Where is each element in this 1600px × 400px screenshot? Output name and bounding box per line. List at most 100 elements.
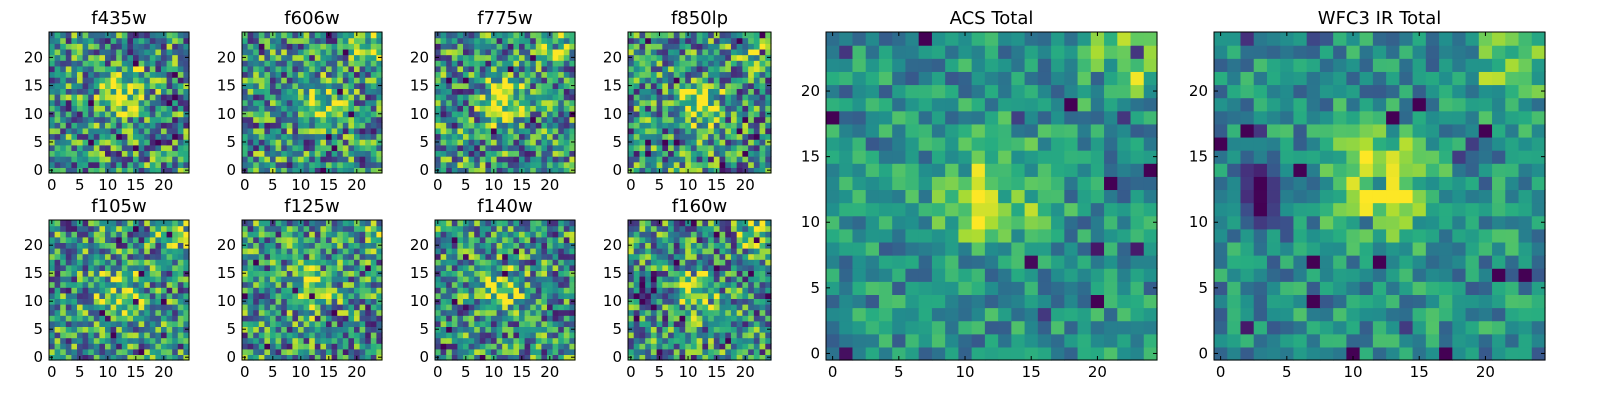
heatmap-cell xyxy=(71,37,78,44)
heatmap-cell xyxy=(1143,215,1158,230)
heatmap-cell xyxy=(753,88,761,95)
heatmap-cell xyxy=(275,236,282,243)
heatmap-cell xyxy=(1064,268,1079,282)
heatmap-cell xyxy=(878,136,893,151)
heatmap-cell xyxy=(650,71,658,78)
heatmap-cell xyxy=(1130,150,1145,164)
heatmap-cell xyxy=(359,264,366,271)
heatmap-cell xyxy=(177,139,184,146)
heatmap-cell xyxy=(892,241,907,256)
heatmap-cell xyxy=(685,156,692,163)
heatmap-cell xyxy=(127,348,134,355)
heatmap-cell xyxy=(491,105,498,112)
heatmap-cell xyxy=(314,37,321,44)
heatmap-cell xyxy=(77,99,84,106)
heatmap-cell xyxy=(264,320,271,327)
heatmap-cell xyxy=(753,37,761,44)
heatmap-cell xyxy=(354,253,361,260)
heatmap-cell xyxy=(892,176,907,191)
heatmap-cell xyxy=(446,32,453,39)
heatmap-cell xyxy=(753,156,761,163)
heatmap-cell xyxy=(65,281,72,288)
heatmap-cell xyxy=(673,37,681,44)
heatmap-cell xyxy=(116,167,123,174)
heatmap-cell xyxy=(547,281,554,288)
heatmap-cell xyxy=(270,133,277,140)
heatmap-cell xyxy=(82,54,89,61)
heatmap-cell xyxy=(264,225,271,232)
heatmap-cell xyxy=(54,292,61,299)
heatmap-cell xyxy=(440,337,447,344)
heatmap-cell xyxy=(370,354,377,361)
heatmap-cell xyxy=(172,127,179,135)
heatmap-cell xyxy=(370,320,377,327)
heatmap-cell xyxy=(1064,176,1079,191)
heatmap-cell xyxy=(77,225,84,232)
heatmap-cell xyxy=(348,144,355,152)
heatmap-cell xyxy=(281,150,288,157)
heatmap-cell xyxy=(88,332,95,339)
heatmap-cell xyxy=(736,150,743,157)
heatmap-cell xyxy=(563,326,570,333)
heatmap-cell xyxy=(852,71,867,86)
heatmap-cell xyxy=(759,82,766,89)
heatmap-cell xyxy=(725,71,732,78)
heatmap-cell xyxy=(931,84,946,99)
heatmap-cell xyxy=(513,110,520,118)
heatmap-cell xyxy=(702,37,709,44)
heatmap-cell xyxy=(105,48,112,56)
heatmap-cell xyxy=(690,105,698,112)
heatmap-cell xyxy=(127,156,134,163)
heatmap-cell xyxy=(541,292,548,299)
heatmap-cell xyxy=(370,248,377,255)
heatmap-cell xyxy=(77,320,84,327)
heatmap-cell xyxy=(679,139,686,146)
heatmap-cell xyxy=(60,43,67,50)
heatmap-cell xyxy=(354,116,361,123)
heatmap-cell xyxy=(656,65,663,73)
heatmap-cell xyxy=(479,309,486,316)
heatmap-cell xyxy=(138,326,145,333)
heatmap-cell xyxy=(690,144,698,152)
heatmap-cell xyxy=(708,88,715,95)
heatmap-cell xyxy=(121,220,128,227)
heatmap-cell xyxy=(552,326,559,333)
heatmap-cell xyxy=(292,150,299,157)
heatmap-cell xyxy=(172,270,179,277)
heatmap-cell xyxy=(524,292,531,299)
heatmap-cell xyxy=(984,346,999,361)
heatmap-cell xyxy=(337,287,344,294)
heatmap-cell xyxy=(535,304,542,311)
heatmap-cell xyxy=(530,99,537,106)
heatmap-cell xyxy=(242,309,249,316)
heatmap-cell xyxy=(138,122,145,129)
heatmap-cell xyxy=(320,144,327,152)
heatmap-cell xyxy=(253,309,260,316)
heatmap-cell xyxy=(679,37,686,44)
heatmap-cell xyxy=(116,110,123,118)
heatmap-cell xyxy=(878,255,893,269)
heatmap-cell xyxy=(303,133,310,140)
heatmap-cell xyxy=(144,32,151,39)
heatmap-cell xyxy=(474,161,481,168)
heatmap-cell xyxy=(685,110,692,118)
heatmap-cell xyxy=(247,71,254,78)
heatmap-cell xyxy=(971,189,986,204)
heatmap-cell xyxy=(1143,307,1158,322)
heatmap-cell xyxy=(463,287,470,294)
heatmap-cell xyxy=(337,332,344,339)
x-tick-label: 0 xyxy=(47,363,57,381)
heatmap-cell xyxy=(491,139,498,146)
heatmap-cell xyxy=(298,326,305,333)
heatmap-cell xyxy=(628,65,635,73)
heatmap-cell xyxy=(519,304,526,311)
heatmap-cell xyxy=(1037,123,1052,138)
heatmap-cell xyxy=(1104,268,1118,282)
heatmap-cell xyxy=(166,242,173,249)
heatmap-cell xyxy=(541,287,548,294)
heatmap-cell xyxy=(451,315,458,322)
heatmap-cell xyxy=(172,253,179,260)
heatmap-cell xyxy=(326,236,333,243)
heatmap-cell xyxy=(502,332,509,339)
heatmap-cell xyxy=(49,236,56,243)
